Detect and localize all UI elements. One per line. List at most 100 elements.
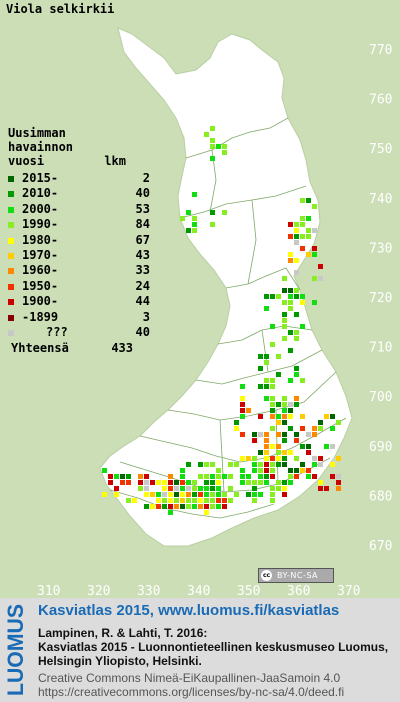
observation-square (222, 492, 227, 497)
observation-square (240, 396, 245, 401)
legend-swatch (8, 268, 14, 275)
legend-swatch (8, 314, 14, 321)
observation-square (126, 498, 131, 503)
observation-square (252, 438, 257, 443)
observation-square (252, 468, 257, 473)
observation-square (246, 492, 251, 497)
observation-square (312, 462, 317, 467)
legend-swatch (8, 237, 14, 244)
license-line-2[interactable]: https://creativecommons.org/licenses/by-… (38, 685, 345, 699)
observation-square (288, 330, 293, 335)
luomus-logo: LUOMUS (3, 604, 27, 696)
observation-square (306, 234, 311, 239)
observation-square (330, 414, 335, 419)
observation-square (288, 306, 293, 311)
observation-square (246, 480, 251, 485)
observation-square (282, 450, 287, 455)
legend-label: -1899 (22, 309, 59, 324)
observation-square (276, 294, 281, 299)
observation-square (246, 474, 251, 479)
observation-square (294, 366, 299, 371)
observation-square (276, 402, 281, 407)
observation-square (102, 468, 107, 473)
observation-square (228, 462, 233, 467)
observation-square (138, 480, 143, 485)
observation-square (306, 228, 311, 233)
observation-square (174, 492, 179, 497)
observation-square (180, 498, 185, 503)
observation-square (294, 270, 299, 275)
observation-square (282, 402, 287, 407)
observation-square (306, 198, 311, 203)
observation-square (294, 240, 299, 245)
observation-square (258, 462, 263, 467)
observation-square (204, 462, 209, 467)
observation-square (276, 354, 281, 359)
atlas-title-link[interactable]: Kasviatlas 2015, www.luomus.fi/kasviatla… (38, 602, 340, 619)
cc-icon: cc (261, 570, 272, 581)
observation-square (192, 498, 197, 503)
license-text: Creative Commons Nimeä-EiKaupallinen-Jaa… (38, 671, 344, 699)
observation-square (258, 492, 263, 497)
observation-square (192, 192, 197, 197)
observation-square (210, 474, 215, 479)
observation-square (282, 492, 287, 497)
observation-square (264, 456, 269, 461)
observation-square (240, 408, 245, 413)
observation-square (288, 288, 293, 293)
observation-square (240, 432, 245, 437)
observation-square (318, 462, 323, 467)
observation-square (216, 498, 221, 503)
grid-y-label: 740 (369, 192, 392, 207)
observation-square (294, 228, 299, 233)
legend-count: 53 (135, 201, 150, 216)
observation-square (216, 504, 221, 509)
observation-square (240, 468, 245, 473)
observation-square (264, 378, 269, 383)
observation-square (162, 504, 167, 509)
legend-count: 3 (142, 309, 150, 324)
observation-square (192, 228, 197, 233)
observation-square (288, 378, 293, 383)
observation-square (186, 462, 191, 467)
observation-square (282, 438, 287, 443)
observation-square (210, 156, 215, 161)
observation-square (270, 486, 275, 491)
observation-square (192, 480, 197, 485)
observation-square (174, 504, 179, 509)
observation-square (180, 486, 185, 491)
observation-square (312, 426, 317, 431)
observation-square (282, 276, 287, 281)
observation-square (282, 300, 287, 305)
observation-square (270, 396, 275, 401)
grid-y-label: 720 (369, 291, 392, 306)
observation-square (330, 462, 335, 467)
observation-square (198, 462, 203, 467)
observation-square (270, 474, 275, 479)
map-area: 770 760 750 740 730 720 710 700 690 680 670 Viola … (0, 0, 400, 599)
observation-square (264, 438, 269, 443)
observation-square (198, 504, 203, 509)
observation-square (210, 462, 215, 467)
observation-square (240, 456, 245, 461)
observation-square (186, 486, 191, 491)
observation-square (276, 456, 281, 461)
legend-label: 2015- (22, 171, 59, 185)
observation-square (210, 486, 215, 491)
observation-square (336, 420, 341, 425)
observation-square (318, 264, 323, 269)
observation-square (294, 288, 299, 293)
observation-square (270, 468, 275, 473)
observation-square (264, 450, 269, 455)
legend-swatch (8, 299, 14, 306)
legend-total: Yhteensä 433 (11, 341, 133, 355)
observation-square (168, 480, 173, 485)
observation-square (264, 474, 269, 479)
observation-square (174, 480, 179, 485)
observation-square (264, 294, 269, 299)
observation-square (264, 384, 269, 389)
legend-total-label: Yhteensä (11, 341, 69, 356)
observation-square (192, 216, 197, 221)
legend-label: 1950- (22, 278, 59, 293)
observation-square (276, 372, 281, 377)
